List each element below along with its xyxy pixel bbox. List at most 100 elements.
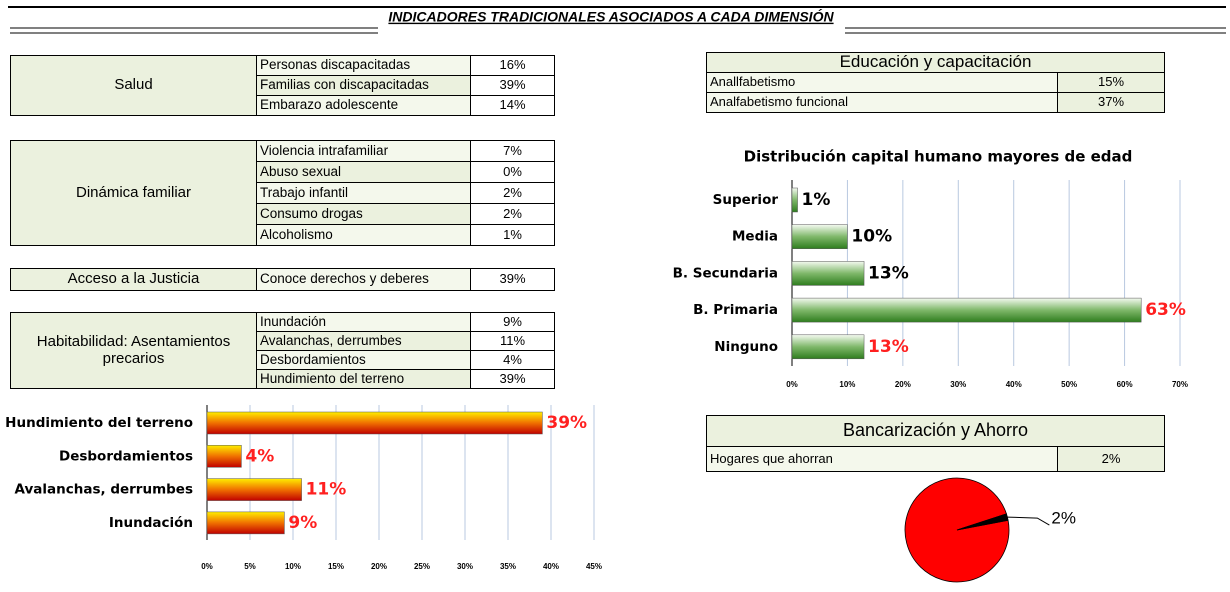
x-tick-label: 10% xyxy=(285,562,301,571)
indicator-value: 9% xyxy=(470,312,555,332)
indicator: Inundación xyxy=(256,312,471,332)
chart-title: Distribución capital humano mayores de e… xyxy=(744,148,1133,166)
pie-slice xyxy=(956,513,1009,531)
indicator-value: 16% xyxy=(470,55,555,76)
x-tick-label: 50% xyxy=(1061,380,1077,389)
value-label: 13% xyxy=(868,337,909,357)
indicator: Alcoholismo xyxy=(256,224,471,246)
table-header-text: Educación y capacitación xyxy=(839,52,1032,72)
indicator-text: Consumo drogas xyxy=(260,205,363,221)
indicator: Hogares que ahorran xyxy=(706,446,1058,472)
value-label: 1% xyxy=(802,190,831,210)
indicator: Embarazo adolescente xyxy=(256,95,471,116)
indicator-value: 37% xyxy=(1057,92,1165,113)
leader-line xyxy=(1007,516,1050,526)
value-label: 10% xyxy=(851,227,892,247)
indicator-value: 1% xyxy=(470,224,555,246)
indicator-value-text: 1% xyxy=(503,226,522,242)
x-tick-label: 45% xyxy=(586,562,602,571)
category-label: Desbordamientos xyxy=(59,448,193,464)
indicator-value-text: 39% xyxy=(499,370,526,386)
indicator-text: Hundimiento del terreno xyxy=(260,370,405,386)
indicator: Consumo drogas xyxy=(256,203,471,225)
category-label: Avalanchas, derrumbes xyxy=(15,482,193,498)
indicator-value-text: 9% xyxy=(503,313,522,329)
category-label: B. Primaria xyxy=(693,302,778,318)
category-label: Ninguno xyxy=(714,339,778,355)
x-tick-label: 40% xyxy=(1006,380,1022,389)
x-tick-label: 20% xyxy=(371,562,387,571)
indicator: Trabajo infantil xyxy=(256,182,471,204)
bar xyxy=(791,297,1142,323)
category-label: Hundimiento del terreno xyxy=(5,415,193,431)
indicator-text: Conoce derechos y deberes xyxy=(260,271,429,287)
x-tick-label: 10% xyxy=(839,380,855,389)
indicator-value: 39% xyxy=(470,75,555,96)
value-label: 2% xyxy=(1051,509,1076,528)
dimension-label-text: Dinámica familiar xyxy=(75,183,192,201)
dimension-label-text: Salud xyxy=(114,76,153,94)
indicator-value: 39% xyxy=(470,268,555,291)
indicator-value-text: 4% xyxy=(503,351,522,367)
bar xyxy=(206,511,285,535)
indicator-value: 15% xyxy=(1057,72,1165,93)
table-header-text: Bancarización y Ahorro xyxy=(842,420,1029,441)
indicator: Anallfabetismo xyxy=(706,72,1058,93)
indicator-value-text: 2% xyxy=(503,205,522,221)
indicator-text: Avalanchas, derrumbes xyxy=(260,332,402,348)
x-tick-label: 0% xyxy=(786,380,798,389)
page-title: INDICADORES TRADICIONALES ASOCIADOS A CA… xyxy=(388,8,834,25)
value-label: 63% xyxy=(1145,300,1186,320)
indicator-value: 7% xyxy=(470,140,555,162)
indicator: Violencia intrafamiliar xyxy=(256,140,471,162)
indicator-value-text: 0% xyxy=(503,163,522,179)
dimension-label: Dinámica familiar xyxy=(10,140,257,246)
value-label: 11% xyxy=(306,480,347,500)
category-label: Inundación xyxy=(109,515,193,531)
x-tick-label: 30% xyxy=(457,562,473,571)
indicator-value: 0% xyxy=(470,161,555,183)
indicator: Conoce derechos y deberes xyxy=(256,268,471,291)
x-tick-label: 40% xyxy=(543,562,559,571)
indicator-text: Abuso sexual xyxy=(260,163,342,179)
indicator-value-text: 37% xyxy=(1097,94,1125,110)
x-tick-label: 30% xyxy=(950,380,966,389)
indicator-text: Alcoholismo xyxy=(260,226,333,242)
bar xyxy=(791,187,798,213)
indicator: Familias con discapacitadas xyxy=(256,75,471,96)
indicator-value-text: 39% xyxy=(499,77,526,93)
x-tick-label: 35% xyxy=(500,562,516,571)
indicator: Desbordamientos xyxy=(256,350,471,370)
x-tick-label: 25% xyxy=(414,562,430,571)
value-label: 13% xyxy=(868,263,909,283)
category-label: Superior xyxy=(713,192,779,208)
dimension-label: Acceso a la Justicia xyxy=(10,268,257,291)
dimension-label-text: Habitabilidad: Asentamientos precarios xyxy=(36,333,231,367)
indicator-value: 2% xyxy=(1057,446,1165,472)
bar xyxy=(791,334,865,360)
indicator-value: 39% xyxy=(470,369,555,389)
bar xyxy=(791,224,848,249)
indicator-text: Inundación xyxy=(260,313,327,329)
indicator: Abuso sexual xyxy=(256,161,471,183)
bar xyxy=(791,261,865,286)
indicator-text: Familias con discapacitadas xyxy=(260,77,429,93)
category-label: Media xyxy=(732,229,778,245)
value-label: 9% xyxy=(288,513,317,533)
value-label: 4% xyxy=(245,446,274,466)
x-tick-label: 15% xyxy=(328,562,344,571)
indicator-value: 11% xyxy=(470,331,555,351)
indicator-value-text: 16% xyxy=(499,57,526,73)
dimension-label: Habitabilidad: Asentamientos precarios xyxy=(10,312,257,389)
indicator-value-text: 14% xyxy=(499,97,526,113)
indicator-text: Embarazo adolescente xyxy=(260,97,399,113)
x-tick-label: 70% xyxy=(1172,380,1188,389)
indicator-text: Personas discapacitadas xyxy=(260,57,411,73)
dimension-label: Salud xyxy=(10,55,257,116)
dimension-label-text: Acceso a la Justicia xyxy=(67,270,200,288)
indicator: Avalanchas, derrumbes xyxy=(256,331,471,351)
bar xyxy=(206,411,543,435)
indicator-value: 2% xyxy=(470,182,555,204)
indicator: Analfabetismo funcional xyxy=(706,92,1058,113)
